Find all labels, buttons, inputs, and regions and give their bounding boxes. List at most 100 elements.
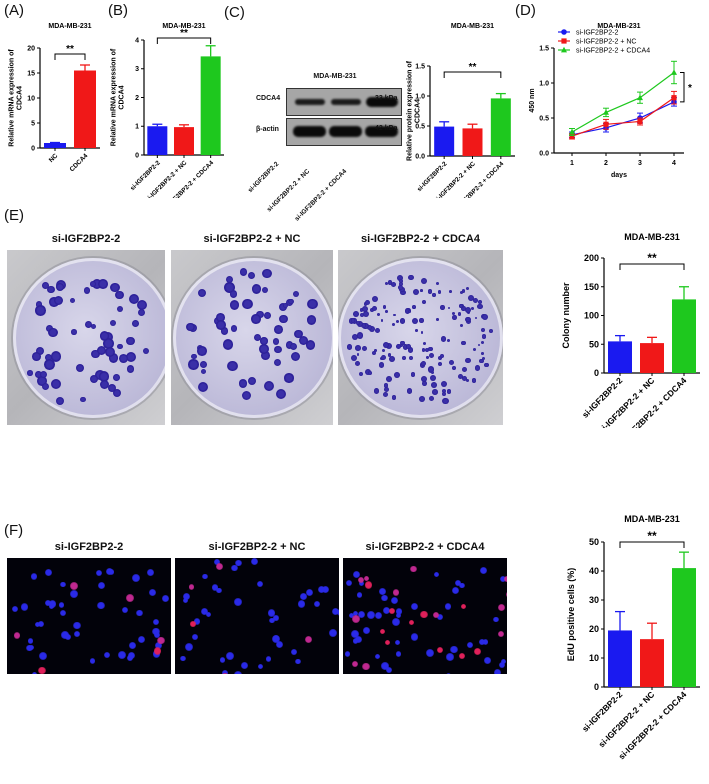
chart-b-mrna-expression: MDA-MB-231 0 1 2 3 4 Relative mRNA expression … bbox=[110, 23, 224, 198]
svg-text:20: 20 bbox=[589, 624, 599, 634]
blot-size-cdca4: 33 kDa bbox=[375, 95, 398, 102]
svg-text:1.0: 1.0 bbox=[539, 81, 549, 88]
legend-entry-0: si-IGF2BP2-2 bbox=[576, 30, 619, 37]
svg-text:200: 200 bbox=[584, 253, 599, 263]
colony-photo-title-2: si-IGF2BP2-2 + NC bbox=[203, 233, 301, 245]
chart-title: MDA-MB-231 bbox=[162, 23, 205, 30]
category-label: si-IGF2BP2-2 + NC bbox=[596, 689, 656, 749]
panel-label-e: (E) bbox=[4, 207, 24, 224]
svg-text:100: 100 bbox=[584, 311, 599, 321]
svg-text:*: * bbox=[688, 83, 692, 94]
svg-text:Colony number: Colony number bbox=[562, 282, 571, 348]
bar-1 bbox=[640, 343, 664, 373]
svg-text:**: ** bbox=[647, 251, 657, 265]
colony-plate-image-2 bbox=[171, 250, 333, 425]
blot-lane-labels: si-IGF2BP2-2 si-IGF2BP2-2 + NC si-IGF2BP… bbox=[238, 150, 378, 223]
svg-text:**: ** bbox=[647, 529, 657, 543]
chart-title: MDA-MB-231 bbox=[624, 232, 680, 242]
chart-f-edu-positive: MDA-MB-231 0 10 20 30 40 50 EdU positive cells … bbox=[566, 514, 700, 761]
svg-text:**: ** bbox=[66, 44, 74, 55]
edu-image-1 bbox=[7, 558, 171, 674]
svg-text:4: 4 bbox=[672, 160, 676, 167]
blot-label-cdca4: CDCA4 bbox=[256, 95, 281, 102]
svg-text:**: ** bbox=[469, 62, 477, 73]
chart-title: MDA-MB-231 bbox=[624, 514, 680, 524]
edu-photo-title-1: si-IGF2BP2-2 bbox=[54, 541, 124, 553]
panel-label-b: (B) bbox=[108, 2, 128, 19]
legend-entry-2: si-IGF2BP2-2 + CDCA4 bbox=[576, 48, 650, 55]
edu-photo-title-2: si-IGF2BP2-2 + NC bbox=[208, 541, 306, 553]
bar-1 bbox=[74, 70, 96, 148]
svg-text:5: 5 bbox=[31, 120, 35, 127]
category-label: CDCA4 bbox=[69, 152, 90, 173]
svg-text:2: 2 bbox=[135, 95, 139, 102]
svg-text:40: 40 bbox=[589, 566, 599, 576]
edu-image-2 bbox=[175, 558, 339, 674]
panel-label-a: (A) bbox=[4, 2, 24, 19]
bar-0 bbox=[44, 143, 66, 148]
svg-text:EdU positive cells (%): EdU positive cells (%) bbox=[566, 568, 576, 662]
western-blot: CDCA4 β-actin bbox=[256, 88, 402, 150]
svg-text:0: 0 bbox=[31, 145, 35, 152]
bar-2 bbox=[672, 299, 696, 373]
svg-text:1: 1 bbox=[135, 124, 139, 131]
edu-image-3 bbox=[343, 558, 507, 674]
chart-title: MDA-MB-231 bbox=[48, 23, 91, 30]
bar-1 bbox=[462, 128, 483, 156]
svg-text:1.5: 1.5 bbox=[415, 63, 425, 70]
svg-text:10: 10 bbox=[589, 653, 599, 663]
svg-text:1.0: 1.0 bbox=[415, 93, 425, 100]
chart-title: MDA-MB-231 bbox=[451, 23, 494, 30]
svg-text:Relative mRNA expression ofCDC: Relative mRNA expression ofCDCA4 bbox=[8, 49, 23, 147]
bar-0 bbox=[434, 126, 455, 156]
svg-text:0.5: 0.5 bbox=[415, 123, 425, 130]
bar-2 bbox=[200, 56, 221, 156]
svg-text:**: ** bbox=[180, 28, 188, 39]
bar-0 bbox=[608, 630, 632, 687]
svg-text:1: 1 bbox=[570, 160, 574, 167]
bar-0 bbox=[147, 126, 168, 155]
svg-text:0: 0 bbox=[135, 152, 139, 159]
svg-text:450 nm: 450 nm bbox=[529, 88, 536, 112]
svg-text:0.0: 0.0 bbox=[415, 153, 425, 160]
svg-text:0.5: 0.5 bbox=[539, 116, 549, 123]
bar-2 bbox=[490, 98, 511, 156]
svg-text:50: 50 bbox=[589, 339, 599, 349]
blot-size-actin: 42 kDa bbox=[375, 125, 398, 132]
blot-strip-actin bbox=[286, 118, 402, 146]
svg-text:0: 0 bbox=[594, 682, 599, 692]
svg-text:30: 30 bbox=[589, 595, 599, 605]
panel-label-d: (D) bbox=[515, 2, 536, 19]
svg-text:Relative protein expression of: Relative protein expression ofCDCA4 bbox=[406, 60, 421, 161]
chart-d-cck8-line: MDA-MB-231 0.0 0.5 1.0 1.5 1 2 3 4 days 450 nm si-I… bbox=[529, 23, 692, 178]
blot-strip-cdca4 bbox=[286, 88, 402, 116]
svg-text:3: 3 bbox=[638, 160, 642, 167]
colony-photo-title-1: si-IGF2BP2-2 bbox=[51, 233, 121, 245]
legend-entry-1: si-IGF2BP2-2 + NC bbox=[576, 39, 637, 46]
chart-a-mrna-nc-vs-cdca4: MDA-MB-231 0 5 10 15 20 Relative mRNA expressi… bbox=[8, 23, 100, 173]
svg-text:2: 2 bbox=[604, 160, 608, 167]
svg-text:days: days bbox=[611, 172, 627, 178]
blot-lane-1: si-IGF2BP2-2 bbox=[246, 160, 281, 195]
svg-text:20: 20 bbox=[27, 45, 35, 52]
svg-text:0: 0 bbox=[594, 368, 599, 378]
western-blot-title: MDA-MB-231 bbox=[313, 73, 357, 80]
colony-photo-title-3: si-IGF2BP2-2 + CDCA4 bbox=[361, 233, 480, 245]
bar-2 bbox=[672, 568, 696, 687]
bar-1 bbox=[174, 127, 194, 155]
bar-0 bbox=[608, 341, 632, 373]
edu-photo-title-3: si-IGF2BP2-2 + CDCA4 bbox=[365, 541, 485, 553]
bar-1 bbox=[640, 639, 664, 687]
svg-text:15: 15 bbox=[27, 70, 35, 77]
svg-text:3: 3 bbox=[135, 66, 139, 73]
svg-text:4: 4 bbox=[135, 37, 139, 44]
colony-plate-image-1 bbox=[7, 250, 165, 425]
svg-text:0.0: 0.0 bbox=[539, 151, 549, 158]
panel-label-f: (F) bbox=[4, 522, 24, 539]
colony-plate-image-3 bbox=[338, 250, 503, 425]
svg-text:50: 50 bbox=[589, 537, 599, 547]
svg-text:10: 10 bbox=[27, 95, 35, 102]
svg-text:Relative mRNA expression ofCDC: Relative mRNA expression ofCDCA4 bbox=[110, 48, 125, 146]
svg-text:MDA-MB-231: MDA-MB-231 bbox=[597, 23, 640, 30]
